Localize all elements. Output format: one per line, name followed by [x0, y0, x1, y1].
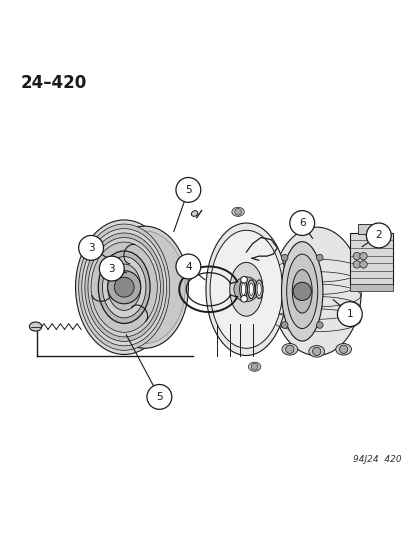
Ellipse shape: [206, 223, 286, 356]
Circle shape: [316, 322, 322, 328]
Ellipse shape: [81, 229, 166, 346]
Circle shape: [176, 254, 200, 279]
Ellipse shape: [88, 238, 160, 337]
Circle shape: [78, 236, 103, 260]
Circle shape: [352, 253, 360, 260]
Ellipse shape: [91, 242, 157, 333]
Ellipse shape: [78, 224, 169, 350]
Ellipse shape: [231, 207, 244, 216]
Text: 94J24  420: 94J24 420: [352, 455, 401, 464]
Circle shape: [233, 277, 258, 302]
Ellipse shape: [281, 343, 297, 355]
Ellipse shape: [107, 264, 140, 310]
Circle shape: [366, 223, 390, 248]
Circle shape: [240, 295, 247, 302]
Ellipse shape: [248, 362, 260, 372]
Circle shape: [107, 271, 140, 304]
Text: 4: 4: [185, 262, 191, 271]
Ellipse shape: [256, 283, 261, 295]
Circle shape: [240, 277, 247, 283]
Ellipse shape: [98, 251, 150, 324]
Circle shape: [359, 253, 366, 260]
Text: 5: 5: [185, 185, 191, 195]
Circle shape: [312, 347, 320, 356]
Ellipse shape: [281, 241, 322, 341]
Ellipse shape: [104, 231, 185, 343]
Ellipse shape: [241, 283, 245, 295]
Ellipse shape: [126, 261, 163, 314]
Bar: [349, 284, 392, 292]
Bar: [349, 233, 392, 285]
Ellipse shape: [102, 256, 145, 318]
Ellipse shape: [292, 270, 311, 313]
Ellipse shape: [85, 233, 163, 342]
Ellipse shape: [29, 322, 42, 331]
Circle shape: [359, 261, 366, 268]
Circle shape: [285, 345, 293, 353]
Circle shape: [289, 211, 314, 236]
Ellipse shape: [247, 280, 254, 298]
Circle shape: [147, 384, 171, 409]
Ellipse shape: [239, 280, 247, 298]
Ellipse shape: [249, 283, 253, 295]
Text: 2: 2: [375, 230, 381, 240]
Circle shape: [316, 254, 322, 261]
Text: 6: 6: [298, 218, 305, 228]
Text: 3: 3: [88, 243, 94, 253]
Ellipse shape: [121, 254, 169, 321]
Circle shape: [251, 364, 257, 370]
Ellipse shape: [191, 211, 197, 216]
Ellipse shape: [335, 343, 351, 355]
Circle shape: [234, 208, 241, 215]
Ellipse shape: [101, 226, 188, 348]
Text: 1: 1: [346, 309, 352, 319]
Circle shape: [292, 282, 311, 301]
Circle shape: [176, 177, 200, 203]
Text: 5: 5: [156, 392, 162, 402]
Text: 24–420: 24–420: [21, 74, 87, 92]
Ellipse shape: [308, 345, 324, 357]
Text: 3: 3: [108, 264, 115, 273]
Circle shape: [99, 256, 124, 281]
Circle shape: [352, 261, 360, 268]
Bar: [357, 224, 380, 234]
Circle shape: [339, 345, 347, 353]
Circle shape: [281, 322, 287, 328]
Circle shape: [281, 254, 287, 261]
Ellipse shape: [75, 220, 173, 354]
Ellipse shape: [255, 280, 262, 298]
Ellipse shape: [209, 230, 282, 348]
Ellipse shape: [229, 262, 262, 316]
Ellipse shape: [272, 227, 360, 356]
Circle shape: [114, 277, 134, 297]
Circle shape: [337, 302, 361, 327]
Ellipse shape: [286, 254, 317, 329]
